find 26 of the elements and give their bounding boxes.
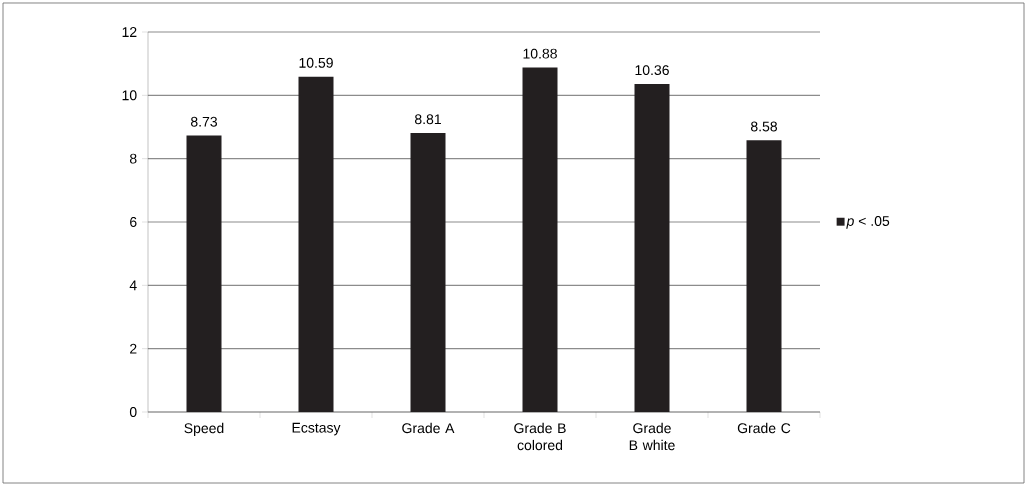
y-tick-label: 10 bbox=[122, 90, 137, 101]
legend-label: p < .05 bbox=[846, 216, 890, 229]
y-tick-label: 6 bbox=[130, 217, 137, 227]
y-tick-label: 4 bbox=[129, 280, 137, 291]
bar bbox=[634, 83, 670, 412]
x-tick-label: Speed bbox=[184, 422, 224, 436]
y-tick-label: 2 bbox=[130, 343, 137, 354]
y-tick-label: 8 bbox=[129, 153, 137, 164]
y-tick-label: 12 bbox=[122, 27, 137, 37]
bar bbox=[298, 76, 334, 412]
data-label: 10.36 bbox=[635, 65, 669, 76]
data-label: 8.58 bbox=[750, 121, 778, 132]
data-label: 10.88 bbox=[523, 48, 557, 59]
bar bbox=[522, 67, 558, 412]
bar bbox=[186, 135, 222, 412]
y-tick-label: 0 bbox=[129, 407, 137, 417]
bar bbox=[746, 140, 782, 412]
data-label: 8.73 bbox=[190, 116, 218, 127]
data-label: 10.59 bbox=[299, 57, 333, 68]
bar bbox=[410, 133, 446, 412]
x-tick-label: Grade C bbox=[737, 422, 791, 434]
x-tick-label: Grade B colored bbox=[514, 422, 566, 451]
x-tick-label: Grade B white bbox=[629, 422, 675, 451]
x-tick-label: Grade A bbox=[402, 422, 455, 434]
data-label: 8.81 bbox=[414, 114, 441, 125]
x-tick-label: Ecstasy bbox=[292, 422, 341, 436]
